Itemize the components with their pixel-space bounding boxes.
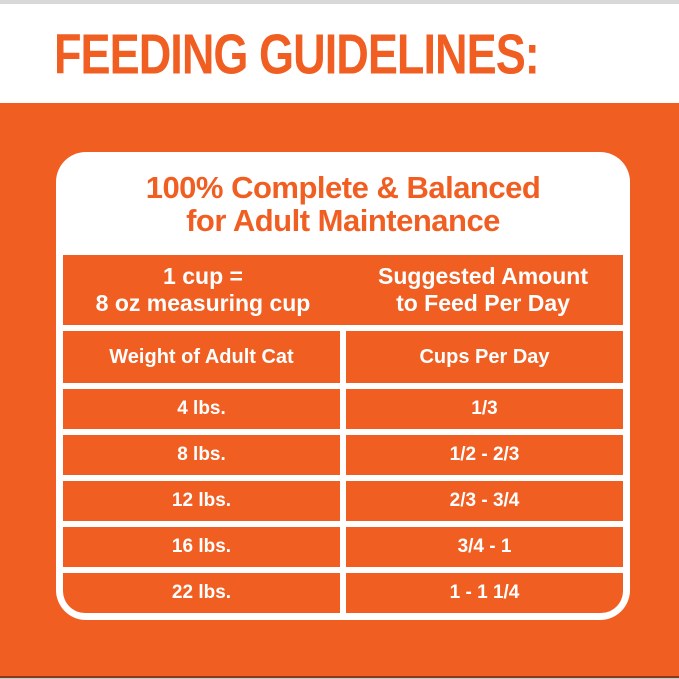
table-row: 22 lbs. 1 - 1 1/4 xyxy=(63,573,623,613)
cups-cell: 1/3 xyxy=(346,389,623,429)
card-title-line2: for Adult Maintenance xyxy=(186,203,500,238)
cups-cell: 3/4 - 1 xyxy=(346,527,623,567)
weight-cell: 12 lbs. xyxy=(63,481,340,521)
header-cup-info-line2: 8 oz measuring cup xyxy=(95,290,311,316)
table-row: 16 lbs. 3/4 - 1 xyxy=(63,527,623,567)
header-band: FEEDING GUIDELINES: xyxy=(0,4,679,103)
weight-cell: 22 lbs. xyxy=(63,573,340,613)
page-title: FEEDING GUIDELINES: xyxy=(54,21,540,86)
column-header-weight: Weight of Adult Cat xyxy=(63,331,340,383)
table-body: 4 lbs. 1/3 8 lbs. 1/2 - 2/3 12 lbs. 2/3 … xyxy=(63,389,623,613)
table-row: 12 lbs. 2/3 - 3/4 xyxy=(63,481,623,521)
header-cup-info: 1 cup = 8 oz measuring cup xyxy=(63,255,343,325)
table-header-row: 1 cup = 8 oz measuring cup Suggested Amo… xyxy=(63,255,623,325)
card-title: 100% Complete & Balanced for Adult Maint… xyxy=(63,159,623,249)
table-column-headers: Weight of Adult Cat Cups Per Day xyxy=(63,331,623,383)
header-suggested-amount-line2: to Feed Per Day xyxy=(396,290,570,316)
cups-cell: 1/2 - 2/3 xyxy=(346,435,623,475)
orange-background: 100% Complete & Balanced for Adult Maint… xyxy=(0,103,679,679)
weight-cell: 16 lbs. xyxy=(63,527,340,567)
table-row: 8 lbs. 1/2 - 2/3 xyxy=(63,435,623,475)
weight-cell: 8 lbs. xyxy=(63,435,340,475)
table-row: 4 lbs. 1/3 xyxy=(63,389,623,429)
bottom-edge-shadow xyxy=(0,676,679,678)
header-suggested-amount: Suggested Amount to Feed Per Day xyxy=(343,255,623,325)
guidelines-card: 100% Complete & Balanced for Adult Maint… xyxy=(56,152,630,620)
header-suggested-amount-line1: Suggested Amount xyxy=(378,262,588,289)
weight-cell: 4 lbs. xyxy=(63,389,340,429)
cups-cell: 1 - 1 1/4 xyxy=(346,573,623,613)
header-cup-info-line1: 1 cup = xyxy=(163,262,243,289)
card-title-line1: 100% Complete & Balanced xyxy=(145,169,541,205)
cups-cell: 2/3 - 3/4 xyxy=(346,481,623,521)
column-header-cups: Cups Per Day xyxy=(346,331,623,383)
top-edge-strip xyxy=(0,0,679,4)
